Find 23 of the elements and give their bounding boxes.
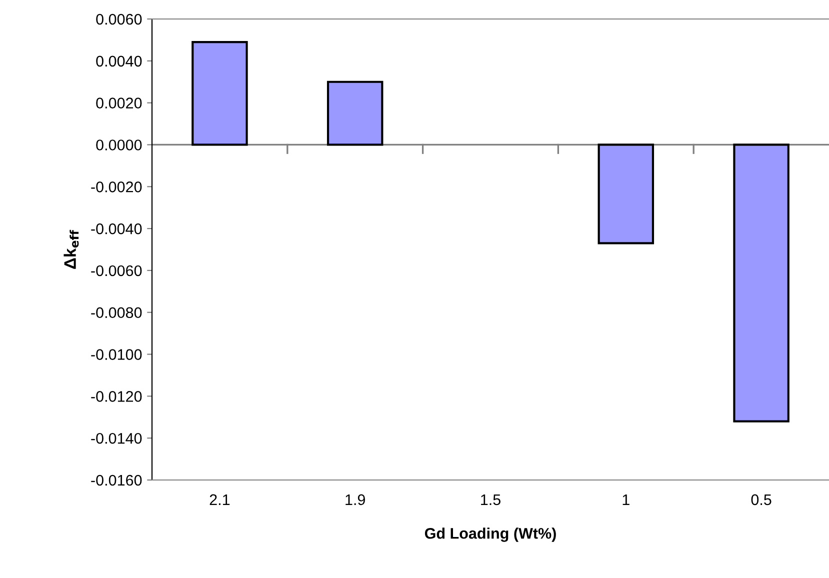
y-tick-label: 0.0000 <box>96 140 142 150</box>
bar <box>733 144 790 422</box>
x-axis-title: Gd Loading (Wt%) <box>424 528 556 542</box>
x-tick-label: 1 <box>622 494 630 505</box>
y-tick-label: -0.0140 <box>91 432 142 444</box>
x-tick-label: 1.9 <box>346 494 365 506</box>
bar <box>598 144 654 244</box>
y-tick-label: -0.0020 <box>91 182 142 192</box>
y-tick-label: -0.0160 <box>91 474 142 486</box>
y-tick-label: 0.0020 <box>96 98 142 109</box>
y-tick-label: -0.0100 <box>91 349 142 360</box>
x-tick-label: 1.5 <box>481 494 500 506</box>
bar <box>326 80 384 146</box>
y-tick-label: -0.0040 <box>91 223 142 234</box>
y-tick-label: 0.0040 <box>96 56 142 67</box>
bar <box>192 41 248 146</box>
y-tick-label: -0.0120 <box>91 391 142 402</box>
y-tick-label: 0.0060 <box>96 14 142 25</box>
y-axis-title: Δk$_{eff}$ <box>64 230 79 269</box>
y-tick-label: -0.0080 <box>91 307 142 318</box>
y-tick-label: -0.0060 <box>91 265 142 276</box>
x-tick-label: 0.5 <box>751 494 772 506</box>
x-tick-label: 2.1 <box>210 494 230 505</box>
